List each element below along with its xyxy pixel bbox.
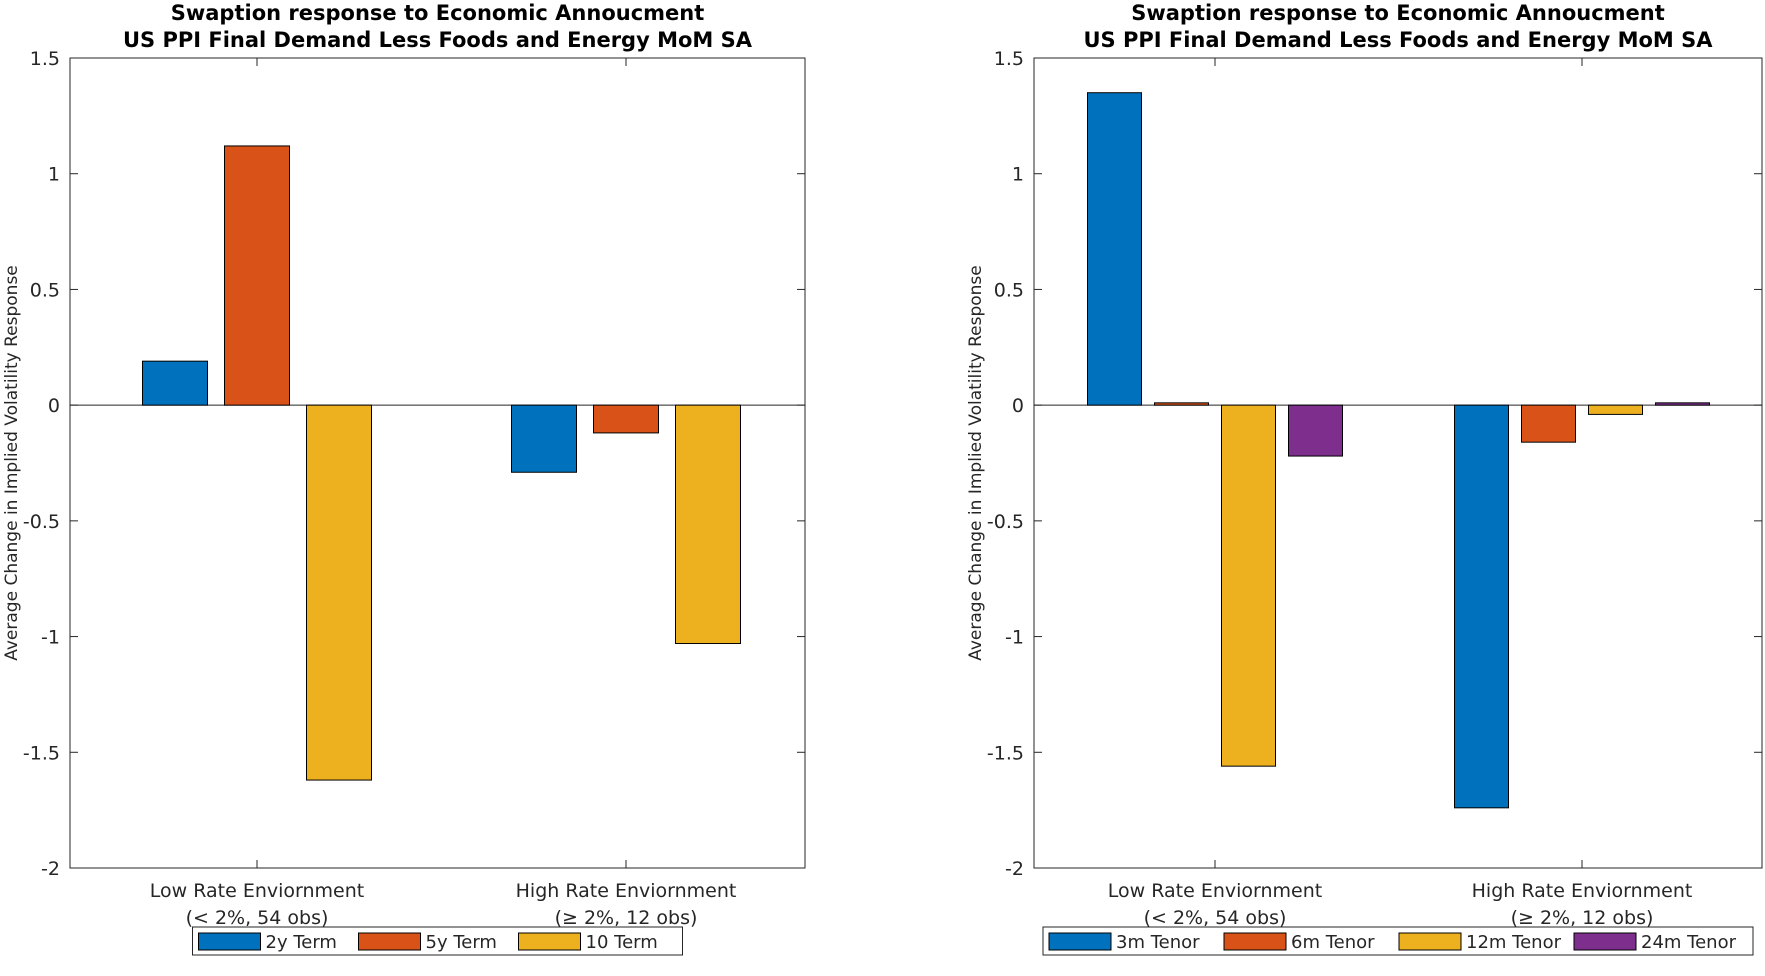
chart-title: Swaption response to Economic Annoucment xyxy=(171,1,705,25)
chart-subtitle: US PPI Final Demand Less Foods and Energ… xyxy=(1083,28,1713,52)
y-tick-label: -2 xyxy=(1005,858,1024,880)
x-category-label: Low Rate Enviornment xyxy=(1108,880,1322,902)
bar-3m-tenor xyxy=(1087,92,1142,406)
legend-label: 10 Term xyxy=(586,932,658,953)
bar-12m-tenor xyxy=(1221,404,1276,767)
bar-10-term xyxy=(306,404,372,781)
legend-label: 6m Tenor xyxy=(1291,932,1375,953)
chart-2: Swaption response to Economic Annoucment… xyxy=(966,1,1763,956)
legend-swatch xyxy=(1573,932,1637,951)
plot-area-box xyxy=(69,57,806,869)
y-tick-label: 0 xyxy=(48,395,60,417)
y-axis-label: Average Change in Implied Volatility Res… xyxy=(2,265,22,661)
bar-6m-tenor xyxy=(1521,404,1576,443)
legend-swatch xyxy=(1398,932,1462,951)
bar-5y-term xyxy=(593,404,659,434)
x-category-label: (< 2%, 54 obs) xyxy=(186,907,329,929)
y-tick-label: -1.5 xyxy=(23,742,60,764)
y-tick-label: -1.5 xyxy=(987,742,1024,764)
bar-10-term xyxy=(675,404,741,645)
legend-swatch xyxy=(518,932,581,951)
chart-title: Swaption response to Economic Annoucment xyxy=(1131,1,1665,25)
bar-12m-tenor xyxy=(1588,404,1643,415)
bar-24m-tenor xyxy=(1288,404,1343,457)
chart-1: Swaption response to Economic Annoucment… xyxy=(2,1,806,956)
legend-swatch xyxy=(1223,932,1287,951)
legend-swatch xyxy=(198,932,261,951)
x-category-label: (≥ 2%, 12 obs) xyxy=(555,907,698,929)
y-tick-label: 1.5 xyxy=(994,48,1024,70)
plot-area-box xyxy=(1033,57,1763,869)
x-category-label: (< 2%, 54 obs) xyxy=(1144,907,1287,929)
y-tick-label: -0.5 xyxy=(23,511,60,533)
legend-label: 2y Term xyxy=(266,932,337,953)
x-category-label: High Rate Enviornment xyxy=(516,880,737,902)
y-tick-label: 0.5 xyxy=(30,279,60,301)
y-tick-label: -0.5 xyxy=(987,511,1024,533)
y-tick-label: 1 xyxy=(1012,164,1024,186)
legend-swatch xyxy=(358,932,421,951)
y-tick-label: 1.5 xyxy=(30,48,60,70)
y-tick-label: -1 xyxy=(41,627,60,649)
legend-box xyxy=(192,926,683,956)
x-category-label: High Rate Enviornment xyxy=(1472,880,1693,902)
y-axis-label: Average Change in Implied Volatility Res… xyxy=(966,265,986,661)
bar-2y-term xyxy=(511,404,577,473)
y-tick-label: -2 xyxy=(41,858,60,880)
x-category-label: (≥ 2%, 12 obs) xyxy=(1511,907,1654,929)
legend-label: 3m Tenor xyxy=(1116,932,1200,953)
legend-label: 12m Tenor xyxy=(1466,932,1562,953)
bar-3m-tenor xyxy=(1454,404,1509,809)
legend-swatch xyxy=(1048,932,1112,951)
y-tick-label: 1 xyxy=(48,164,60,186)
bar-2y-term xyxy=(142,360,208,406)
y-tick-label: 0 xyxy=(1012,395,1024,417)
y-tick-label: -1 xyxy=(1005,627,1024,649)
chart-subtitle: US PPI Final Demand Less Foods and Energ… xyxy=(123,28,753,52)
bar-24m-tenor xyxy=(1655,402,1710,406)
x-category-label: Low Rate Enviornment xyxy=(150,880,364,902)
legend-label: 24m Tenor xyxy=(1641,932,1737,953)
y-tick-label: 0.5 xyxy=(994,279,1024,301)
bar-5y-term xyxy=(224,145,290,406)
legend-label: 5y Term xyxy=(426,932,497,953)
bar-6m-tenor xyxy=(1154,402,1209,406)
